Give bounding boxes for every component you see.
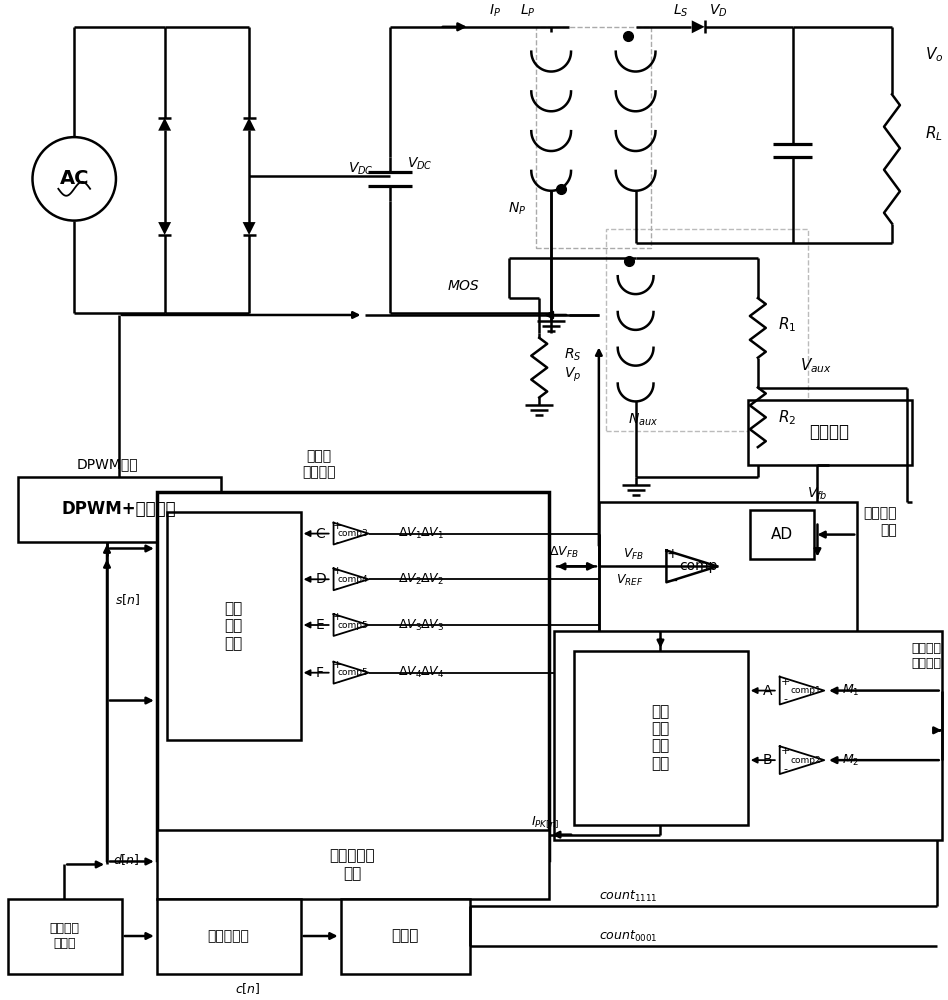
Polygon shape	[243, 222, 256, 235]
Text: $V_{fb}$: $V_{fb}$	[807, 486, 828, 502]
Bar	[606, 229, 808, 431]
Text: $L_S$: $L_S$	[672, 3, 688, 19]
Text: MOS: MOS	[448, 279, 480, 293]
Bar	[537, 27, 650, 248]
Text: +: +	[333, 521, 342, 531]
Polygon shape	[243, 118, 256, 131]
Text: $N_{aux}$: $N_{aux}$	[629, 411, 659, 428]
Bar	[156, 830, 549, 899]
Text: $count_{1111}$: $count_{1111}$	[599, 889, 658, 904]
Text: 信号
产生
模块: 信号 产生 模块	[224, 601, 243, 651]
Text: -: -	[336, 677, 339, 687]
Text: $\Delta V_1$: $\Delta V_1$	[398, 526, 422, 541]
Text: $V_{FB}$: $V_{FB}$	[623, 547, 644, 562]
Text: $\Delta V_3$: $\Delta V_3$	[398, 617, 422, 633]
Text: -: -	[784, 695, 788, 705]
Text: -: -	[336, 538, 339, 548]
Text: F: F	[316, 666, 323, 680]
Text: $V_{DC}$: $V_{DC}$	[348, 161, 374, 177]
Text: comp: comp	[679, 559, 718, 573]
Text: comp1: comp1	[791, 686, 821, 695]
Text: $V_{aux}$: $V_{aux}$	[799, 356, 831, 375]
Bar	[8, 899, 122, 974]
Text: -: -	[336, 629, 339, 639]
Text: -: -	[784, 764, 788, 774]
Text: $R_S$: $R_S$	[564, 347, 582, 363]
Text: $\Delta V_4$: $\Delta V_4$	[420, 665, 444, 680]
Text: A: A	[763, 684, 773, 698]
Text: 峰值电流
控制模块: 峰值电流 控制模块	[912, 642, 941, 670]
Text: 误差比较
模块: 误差比较 模块	[864, 507, 897, 537]
Polygon shape	[692, 20, 704, 33]
Text: +: +	[333, 566, 342, 576]
Bar	[18, 477, 221, 542]
Text: $V_p$: $V_p$	[564, 365, 581, 384]
Text: $I_P$: $I_P$	[488, 3, 501, 19]
Bar	[156, 492, 549, 860]
Text: $count_{0001}$: $count_{0001}$	[599, 928, 658, 944]
Text: B: B	[763, 753, 773, 767]
Text: C: C	[316, 527, 325, 541]
Text: $I_{PK[n]}$: $I_{PK[n]}$	[531, 815, 559, 831]
Text: 采样电路: 采样电路	[810, 423, 849, 441]
Text: comp5: comp5	[337, 621, 368, 630]
Text: $\Delta V_2$: $\Delta V_2$	[420, 572, 444, 587]
Text: comp2: comp2	[791, 756, 821, 765]
Text: $V_o$: $V_o$	[925, 45, 943, 64]
Text: $\Delta V_1$: $\Delta V_1$	[420, 526, 444, 541]
Text: D: D	[316, 572, 326, 586]
Text: $V_{REF}$: $V_{REF}$	[616, 573, 644, 588]
Text: AC: AC	[60, 169, 89, 188]
Text: -: -	[336, 583, 339, 593]
Text: $\Delta V_2$: $\Delta V_2$	[398, 572, 422, 587]
Text: $-$: $-$	[666, 573, 679, 587]
Bar	[156, 899, 301, 974]
Bar	[599, 502, 857, 636]
Text: 跳周期计
数模块: 跳周期计 数模块	[49, 922, 80, 950]
Text: $d[n]$: $d[n]$	[113, 852, 139, 867]
Text: $R_2$: $R_2$	[777, 408, 796, 427]
Text: +: +	[333, 612, 342, 622]
Text: $\Delta V_3$: $\Delta V_3$	[420, 617, 444, 633]
Text: $M_2$: $M_2$	[842, 753, 860, 768]
Text: comp3: comp3	[337, 529, 368, 538]
Text: +: +	[666, 547, 678, 561]
Text: +: +	[781, 746, 791, 756]
Text: 加法器: 加法器	[392, 929, 419, 944]
Text: $c[n]$: $c[n]$	[235, 981, 261, 996]
Text: comp5: comp5	[337, 668, 368, 677]
Polygon shape	[158, 222, 171, 235]
Text: +: +	[333, 660, 342, 670]
Text: comp4: comp4	[337, 575, 368, 584]
Text: E: E	[316, 618, 324, 632]
Bar	[574, 651, 748, 825]
Bar	[750, 510, 814, 559]
Text: 占空比计算
模块: 占空比计算 模块	[330, 848, 375, 881]
Bar	[748, 400, 912, 465]
Text: $L_P$: $L_P$	[520, 3, 535, 19]
Text: $\Delta V_{FB}$: $\Delta V_{FB}$	[550, 545, 579, 560]
Text: $R_L$: $R_L$	[925, 125, 942, 143]
Text: $R_1$: $R_1$	[777, 316, 796, 334]
Polygon shape	[158, 118, 171, 131]
Text: $M_1$: $M_1$	[842, 683, 860, 698]
Text: $s[n]$: $s[n]$	[115, 592, 139, 607]
Text: 跳周期
控制模块: 跳周期 控制模块	[301, 449, 336, 479]
Text: DPWM+驱动电路: DPWM+驱动电路	[62, 500, 176, 518]
Text: +: +	[781, 677, 791, 687]
Text: 波形分析器: 波形分析器	[208, 929, 249, 943]
Text: $V_D$: $V_D$	[709, 3, 727, 19]
Bar	[340, 899, 469, 974]
Text: DPWM模块: DPWM模块	[76, 457, 137, 471]
Text: 峰值
电流
设定
模块: 峰值 电流 设定 模块	[651, 704, 669, 771]
Text: AD: AD	[771, 527, 793, 542]
Bar	[167, 512, 301, 740]
Text: $\Delta V_4$: $\Delta V_4$	[398, 665, 423, 680]
Bar	[555, 631, 941, 840]
Text: $N_P$: $N_P$	[508, 200, 526, 217]
Text: $V_{DC}$: $V_{DC}$	[407, 156, 433, 172]
